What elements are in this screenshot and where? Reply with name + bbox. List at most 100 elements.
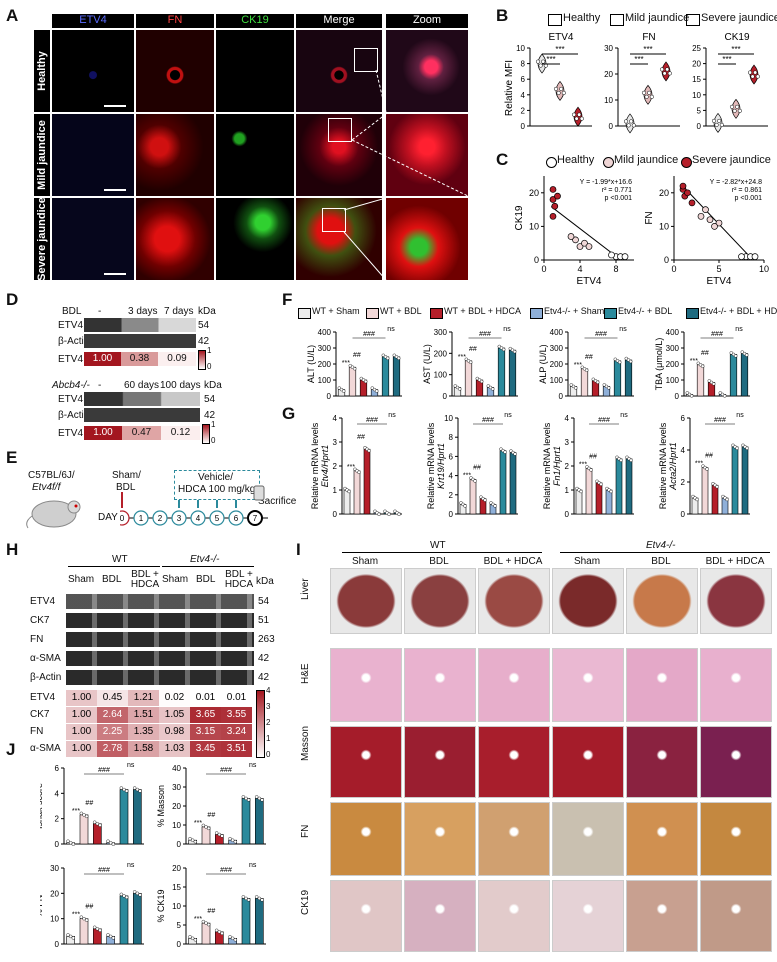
j-chart-1-ticklabel: 40 — [172, 764, 181, 773]
j-chart-0-point — [122, 787, 126, 792]
b-ylabel: Relative MFI — [504, 60, 515, 116]
b-title-2: CK19 — [724, 32, 749, 43]
f-chart-2-point — [618, 360, 622, 364]
h-heat-cell-3-1: 2.78 — [97, 741, 128, 757]
panel-label-f: F — [282, 290, 293, 309]
e-treatment-box — [174, 470, 260, 500]
j-chart-3-ticklabel: 5 — [177, 921, 182, 930]
j-chart-3-point — [254, 895, 259, 899]
h-blot-name-1: CK7 — [30, 615, 50, 626]
j-chart-3-ylabel: % CK19 — [156, 889, 166, 922]
b-sig: *** — [555, 45, 564, 54]
legend-marker-healthy — [546, 157, 557, 168]
b-violin-0-2 — [573, 106, 583, 127]
g-chart-0-ylabel2: Etv4/Hprt1 — [320, 445, 330, 488]
b-ticklabel-1: 0 — [609, 122, 614, 131]
h-quant-name-2: FN — [30, 726, 44, 737]
i-image-4-0 — [330, 880, 402, 952]
c-point-0 — [621, 253, 629, 260]
e-day-number-2: 2 — [158, 514, 163, 523]
j-chart-2-point — [71, 936, 76, 940]
j-chart-3-bar-5 — [255, 898, 264, 945]
g-chart-1-ylabel2: Krt19/Hprt1 — [436, 443, 446, 489]
e-mouse-strain: C57BL/6J/ — [28, 470, 75, 481]
h-heat-cell-2-0: 1.00 — [66, 724, 97, 740]
i-image-4-1 — [404, 880, 476, 952]
c-point-1 — [702, 206, 709, 213]
j-chart-2-ticklabel: 20 — [50, 889, 59, 898]
h-group-wt: WT — [112, 554, 128, 565]
g-chart-2-ylabel: Relative mRNA levels — [542, 422, 552, 509]
f-chart-0-ns: ns — [387, 326, 395, 333]
d-abcb4-lane-2: 60 days — [124, 380, 160, 391]
j-chart-3-point — [228, 935, 232, 939]
i-image-2-4 — [626, 726, 698, 798]
b-point — [623, 119, 629, 124]
j-chart-0-point — [111, 842, 116, 846]
h-heat-cell-2-2: 1.35 — [128, 724, 159, 740]
g-chart-0-hash: ## — [357, 434, 365, 441]
b-point — [556, 90, 561, 95]
g-chart-3-point — [725, 497, 729, 502]
g-chart-3-ticklabel: 2 — [681, 478, 686, 487]
j-chart-1-point — [190, 838, 195, 842]
d-blot-etv4 — [84, 318, 196, 332]
g-chart-1-point — [503, 450, 507, 454]
legend-text-mild: Mild jaundice — [614, 154, 679, 166]
h-heat-cell-2-1: 2.25 — [97, 724, 128, 740]
c-point-1 — [684, 189, 691, 197]
j-chart-0-point — [106, 839, 110, 843]
d-quant-3: 0.09 — [158, 352, 196, 366]
g-chart-2-bar-2 — [595, 482, 603, 515]
f-chart-0-point — [363, 379, 368, 384]
j-chart-0-ticklabel: 2 — [55, 815, 60, 824]
h-scale-bar — [256, 690, 265, 758]
d2-scale-min: 0 — [211, 436, 216, 445]
i-image-1-3 — [552, 648, 624, 722]
i-image-3-1 — [404, 802, 476, 876]
b-sig: *** — [722, 55, 731, 64]
g-chart-0-bar-0 — [343, 489, 351, 515]
c-point-0 — [549, 212, 557, 220]
j-chart-1-point — [257, 796, 262, 801]
j-chart-3-ticklabel: 0 — [177, 940, 182, 949]
row-label-mild: Mild jaundice — [34, 114, 50, 196]
b-point — [644, 94, 649, 99]
f-chart-3-ylabel: TBA (μmol/L) — [654, 338, 664, 391]
h-group-ko: Etv4-/- — [190, 554, 220, 565]
j-chart-3-point — [233, 938, 238, 942]
b-ticklabel-0: 6 — [521, 75, 526, 84]
g-chart-1-point — [463, 504, 467, 508]
h-heat-cell-3-4: 3.45 — [190, 741, 221, 757]
col-header-merge: Merge — [296, 14, 382, 28]
f-chart-1-hash: ## — [469, 346, 477, 353]
e-day-number-1: 1 — [139, 514, 144, 523]
i-image-0-2 — [478, 568, 550, 634]
c-annotation-0: Y = -1.99*x+16.6 — [580, 179, 633, 186]
e-day-number-3: 3 — [177, 514, 182, 523]
g-chart-3-ticklabel: 0 — [681, 510, 686, 519]
c-point-1 — [715, 219, 723, 227]
f-chart-3-ticklabel: 300 — [666, 344, 680, 353]
c-xlabel-1: ETV4 — [706, 276, 731, 287]
g-chart-2-sig: *** — [579, 461, 587, 468]
i-image-0-1 — [404, 568, 476, 634]
d-lane-2: 3 days — [128, 306, 158, 317]
image-severe-zoom — [386, 198, 468, 280]
g-chart-3-ylabel: Relative mRNA levels — [658, 422, 668, 509]
f-chart-2-hash3: ### — [595, 331, 607, 338]
f-chart-2-bar-4 — [613, 360, 622, 397]
image-severe-merge — [296, 198, 382, 280]
b-point — [559, 86, 564, 91]
g-chart-3-bar-5 — [741, 446, 749, 515]
f-chart-0-bar-4 — [381, 356, 390, 397]
f-chart-1-ticklabel: 200 — [434, 349, 448, 358]
b-ticklabel-0: 2 — [521, 106, 526, 115]
j-chart-0-point — [95, 822, 100, 826]
image-healthy-fn — [136, 30, 214, 112]
g-chart-1-ticklabel: 4 — [449, 472, 454, 481]
b-ticklabel-2: 10 — [692, 91, 701, 100]
e-day-number-6: 6 — [234, 514, 239, 523]
j-chart-1-point — [246, 798, 251, 802]
i-row-label-4: CK19 — [300, 889, 311, 915]
